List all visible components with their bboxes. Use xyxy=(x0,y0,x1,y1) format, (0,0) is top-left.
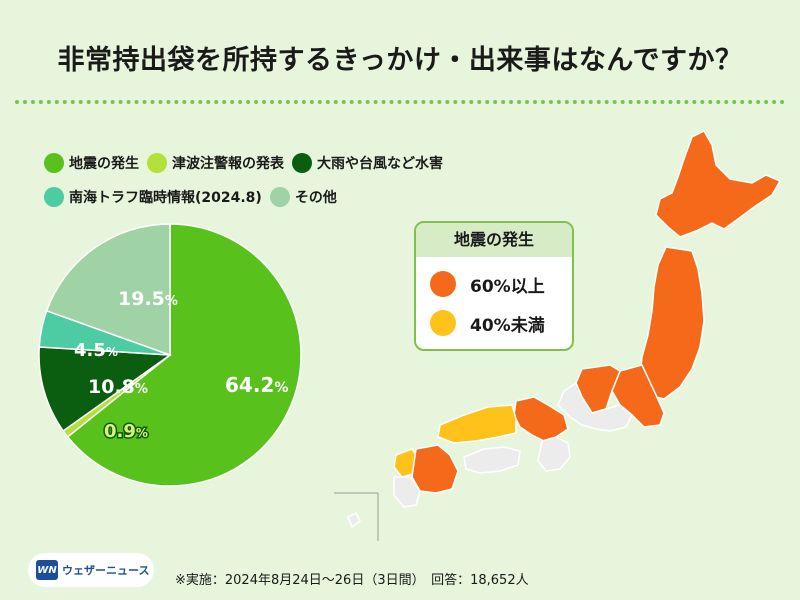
pie-chart: 64.2% 0.9% 10.8% 4.5% 19.5% xyxy=(38,223,302,487)
survey-note: ※実施：2024年8月24日〜26日（3日間） 回答：18,652人 xyxy=(175,573,529,588)
pie-slice xyxy=(66,223,302,487)
weathernews-logo: WN ウェザーニュース xyxy=(28,553,154,587)
logo-text: ウェザーニュース xyxy=(62,564,150,577)
pie-value-label: 0.9% xyxy=(104,421,148,442)
map-region-kanto xyxy=(611,364,665,428)
legend-item-nankai: 南海トラフ臨時情報(2024.8) xyxy=(44,187,262,207)
legend-label: 地震の発生 xyxy=(69,156,139,172)
okinawa-inset-border xyxy=(334,492,379,541)
map-region-hokkaido xyxy=(655,130,781,238)
legend-swatch xyxy=(44,153,64,173)
legend-item-flood: 大雨や台風など水害 xyxy=(292,153,443,173)
logo-mark: WN xyxy=(36,560,58,580)
pie-value-label: 10.8% xyxy=(88,376,148,398)
legend-item-other: その他 xyxy=(269,187,337,207)
legend-swatch xyxy=(292,153,312,173)
map-region-kyushu-south xyxy=(393,476,421,508)
map-legend: 地震の発生 60%以上 40%未満 xyxy=(414,221,574,351)
map-region-chugoku xyxy=(437,404,517,444)
legend-label: 南海トラフ臨時情報(2024.8) xyxy=(69,190,262,206)
legend-item-tsunami: 津波注警報の発表 xyxy=(147,153,284,173)
legend-label: その他 xyxy=(294,190,337,206)
map-legend-item-high: 60%以上 xyxy=(430,271,545,297)
legend-swatch xyxy=(269,187,290,207)
legend-label: 津波注警報の発表 xyxy=(172,156,284,172)
legend-swatch xyxy=(44,187,64,207)
pie-value-label: 4.5% xyxy=(74,340,118,361)
map-region-kii xyxy=(537,436,571,472)
pie-slice xyxy=(45,223,171,357)
legend-item-earthquake: 地震の発生 xyxy=(44,153,139,173)
chart-title: 非常持出袋を所持するきっかけ・出来事はなんですか？ xyxy=(57,45,743,76)
legend-swatch xyxy=(147,153,167,173)
pie-value-label: 64.2% xyxy=(225,373,288,397)
japan-map xyxy=(334,130,781,541)
pie-slice xyxy=(38,346,173,432)
map-region-kyushu xyxy=(411,444,459,494)
map-region-chubu xyxy=(557,382,633,432)
map-legend-title: 地震の発生 xyxy=(416,223,572,257)
map-region-okinawa xyxy=(347,512,361,528)
map-region-shikoku xyxy=(463,446,521,474)
map-legend-label: 60%以上 xyxy=(470,276,545,297)
pie-value-label: 19.5% xyxy=(118,288,178,310)
legend-row-1: 地震の発生 津波注警報の発表 大雨や台風など水害 xyxy=(44,153,451,173)
map-region-tohoku xyxy=(639,246,705,400)
map-legend-swatch xyxy=(430,271,456,297)
legend-row-2: 南海トラフ臨時情報(2024.8) その他 xyxy=(44,187,345,207)
map-legend-swatch xyxy=(430,310,456,336)
map-legend-label: 40%未満 xyxy=(470,315,545,336)
map-legend-item-low: 40%未満 xyxy=(430,310,545,336)
legend-label: 大雨や台風など水害 xyxy=(317,156,443,172)
dotted-divider xyxy=(15,100,785,104)
